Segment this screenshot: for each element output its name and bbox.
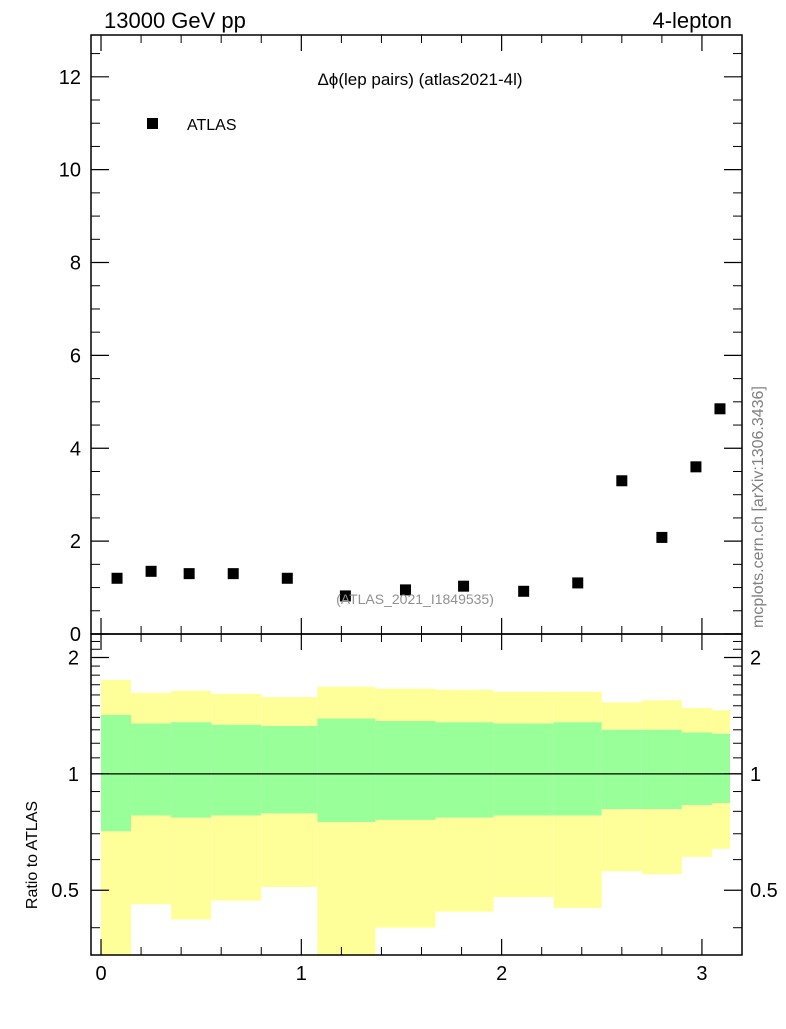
y-tick-label: 4 [70, 438, 81, 460]
inner-band [211, 724, 262, 816]
outer-band-lower [261, 813, 318, 887]
inner-band [131, 723, 172, 816]
outer-band-upper [553, 691, 602, 723]
outer-band-upper [211, 693, 262, 725]
outer-band-upper [711, 710, 730, 734]
outer-band-lower [493, 815, 554, 898]
ratio-plot-frame [90, 633, 743, 956]
legend-marker [147, 118, 158, 129]
data-point [111, 572, 123, 584]
outer-band-lower [375, 819, 436, 928]
outer-band-lower [211, 815, 262, 901]
inner-band [493, 723, 554, 816]
outer-band-upper [101, 679, 132, 715]
data-point [714, 403, 726, 415]
ratio-y-tick-label: 1 [68, 764, 79, 786]
data-point [281, 572, 293, 584]
outer-band-upper [681, 708, 712, 733]
outer-band-upper [601, 702, 642, 730]
data-point [339, 590, 351, 602]
outer-band-upper [317, 686, 376, 719]
ratio-y-tick-label: 0.5 [51, 880, 79, 902]
inner-band [553, 722, 602, 816]
outer-band-lower [171, 817, 212, 920]
ratio-ylabel: Ratio to ATLAS [24, 801, 41, 909]
outer-band-lower [101, 831, 132, 955]
main-plot-axes: 0 2 4 6 8 10 12 [59, 34, 743, 646]
y-tick-label: 12 [59, 67, 81, 89]
x-tick-label: 3 [696, 963, 707, 985]
inner-band [601, 729, 642, 810]
ratio-plot: 0.5 0.5 1 1 2 2 0 1 2 3 Ratio to ATLAS [24, 633, 778, 985]
header-right: 4-lepton [652, 8, 732, 33]
outer-band-upper [435, 689, 494, 723]
data-point [227, 568, 239, 580]
inner-band [641, 729, 682, 810]
outer-band-upper [261, 697, 318, 726]
inner-band [171, 722, 212, 818]
outer-band-lower [601, 809, 642, 872]
inner-band [681, 732, 712, 806]
main-plot-marks [111, 403, 726, 602]
data-point [572, 577, 584, 589]
outer-band-lower [317, 822, 376, 955]
data-point [616, 475, 628, 487]
side-label: mcplots.cern.ch [arXiv:1306.3436] [750, 386, 767, 628]
header-left: 13000 GeV pp [104, 8, 246, 33]
ratio-y-tick-label-right: 0.5 [750, 880, 778, 902]
outer-band-lower [553, 815, 602, 908]
outer-band-upper [171, 690, 212, 723]
y-tick-label: 10 [59, 160, 81, 182]
y-tick-label: 6 [70, 345, 81, 367]
legend-label: ATLAS [187, 117, 237, 134]
inner-band [101, 714, 132, 832]
x-tick-label: 0 [95, 963, 106, 985]
outer-band-lower [131, 815, 172, 905]
data-point [518, 585, 530, 597]
y-tick-label: 0 [70, 624, 81, 646]
outer-band-lower [711, 803, 730, 849]
data-point [183, 568, 195, 580]
inner-band [261, 725, 318, 814]
outer-band-upper [641, 700, 682, 730]
inner-band [317, 718, 376, 823]
y-tick-label: 2 [70, 531, 81, 553]
data-point [458, 580, 470, 592]
ratio-y-tick-label-right: 1 [750, 764, 761, 786]
inner-band [375, 720, 436, 820]
ratio-y-tick-label: 2 [68, 647, 79, 669]
ratio-y-tick-label-right: 2 [750, 647, 761, 669]
x-tick-label: 1 [296, 963, 307, 985]
x-tick-label: 2 [496, 963, 507, 985]
data-point [690, 461, 702, 473]
outer-band-upper [131, 692, 172, 724]
inner-band [711, 733, 730, 804]
data-point [399, 584, 411, 596]
outer-band-upper [375, 688, 436, 721]
plot-title: Δϕ(lep pairs) (atlas2021-4l) [317, 70, 522, 89]
data-point [145, 565, 157, 577]
outer-band-lower [681, 805, 712, 857]
data-point [656, 531, 668, 543]
ratio-plot-bands [91, 679, 742, 955]
outer-band-lower [435, 817, 494, 912]
outer-band-lower [641, 809, 682, 875]
analysis-watermark: (ATLAS_2021_I1849535) [336, 591, 494, 607]
outer-band-upper [493, 691, 554, 724]
y-tick-label: 8 [70, 253, 81, 275]
inner-band [435, 722, 494, 818]
ratio-plot-axes: 0.5 0.5 1 1 2 2 0 1 2 3 [51, 633, 778, 985]
main-plot: 0 2 4 6 8 10 12 Δϕ(lep pairs) (atlas2021-4l) (… [59, 34, 743, 646]
